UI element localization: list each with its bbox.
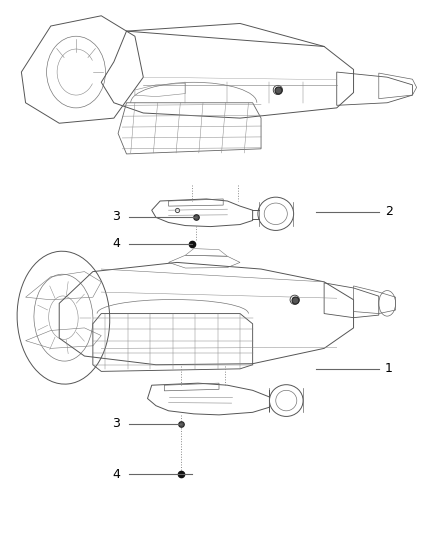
Text: 1: 1 — [385, 362, 393, 375]
Text: 3: 3 — [112, 417, 120, 430]
Text: 4: 4 — [112, 238, 120, 251]
Text: 4: 4 — [112, 468, 120, 481]
Text: 2: 2 — [385, 205, 393, 218]
Text: 3: 3 — [112, 211, 120, 223]
